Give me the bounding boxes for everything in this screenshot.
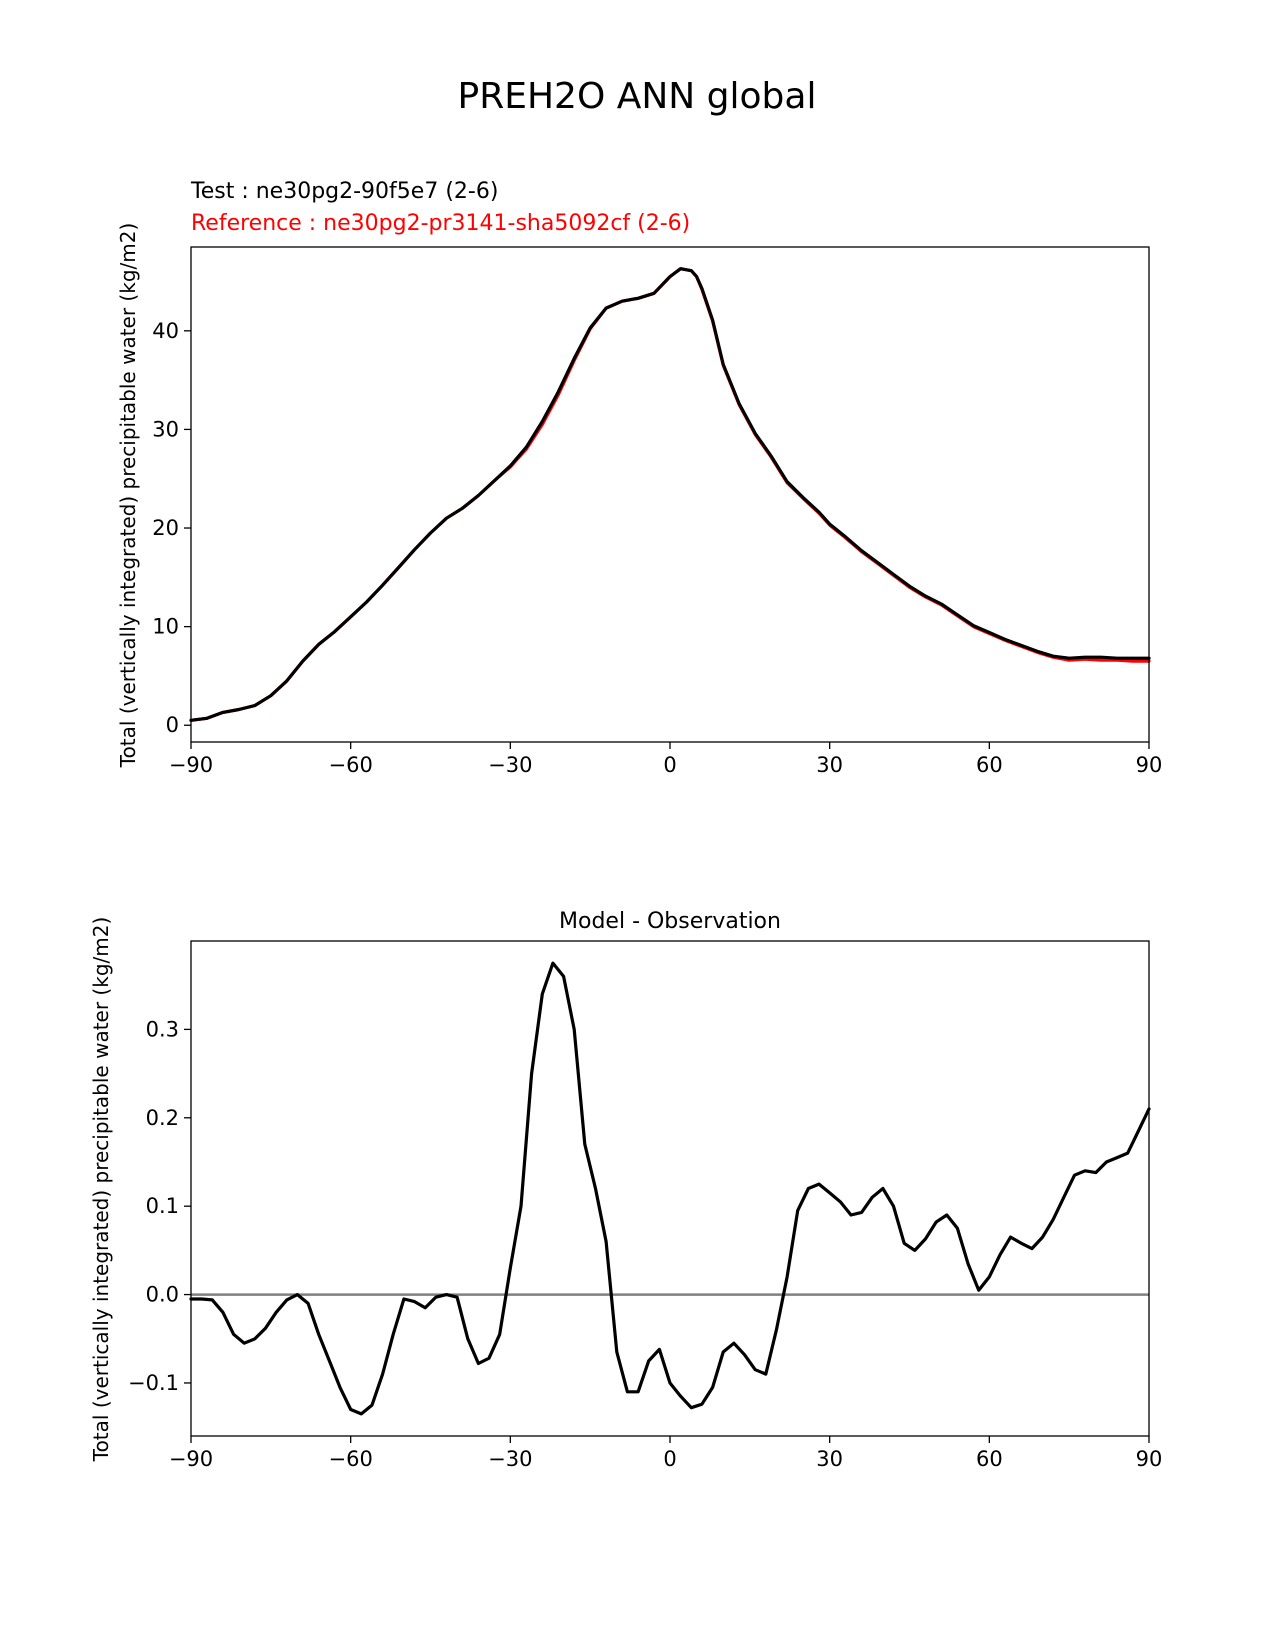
- bottom-y-axis-label: Total (vertically integrated) precipitab…: [89, 917, 113, 1463]
- top-x-tick-label: 60: [976, 753, 1003, 777]
- top-series-reference-line: [189, 267, 1151, 722]
- bottom-y-tick-label: −0.1: [128, 1371, 179, 1395]
- bottom-x-tick-label: 0: [663, 1447, 676, 1471]
- bottom-x-tick-label: −90: [169, 1447, 213, 1471]
- top-y-tick-label: 30: [152, 417, 179, 441]
- top-x-tick-label: 30: [816, 753, 843, 777]
- bottom-x-tick-label: 30: [816, 1447, 843, 1471]
- top-y-tick-label: 0: [166, 713, 179, 737]
- top-plot-frame: [190, 246, 1150, 743]
- bottom-y-tick-label: 0.0: [146, 1283, 179, 1307]
- bottom-series-group: [189, 961, 1151, 1416]
- bottom-x-tick-label: 90: [1136, 1447, 1163, 1471]
- bottom-x-tick-label: 60: [976, 1447, 1003, 1471]
- top-test-label: Test : ne30pg2-90f5e7 (2-6): [190, 179, 498, 204]
- bottom-axes: −90 −60 −30 0 30 60 90 −0.1 0.0 0.1 0.2 0.3: [128, 1017, 1162, 1471]
- top-y-tick-label: 20: [152, 516, 179, 540]
- bottom-series-model-observation-line: [189, 961, 1151, 1416]
- top-x-tick-label: −30: [488, 753, 532, 777]
- top-x-tick-label: −60: [329, 753, 373, 777]
- top-series-group: [189, 267, 1151, 722]
- top-y-tick-label: 40: [152, 319, 179, 343]
- bottom-y-tick-label: 0.1: [146, 1194, 179, 1218]
- bottom-y-tick-label: 0.3: [146, 1017, 179, 1041]
- top-panel: Test : ne30pg2-90f5e7 (2-6) Reference : …: [116, 179, 1162, 777]
- top-reference-label: Reference : ne30pg2-pr3141-sha5092cf (2-…: [191, 211, 690, 236]
- bottom-x-tick-label: −30: [488, 1447, 532, 1471]
- top-y-tick-label: 10: [152, 615, 179, 639]
- bottom-x-tick-label: −60: [329, 1447, 373, 1471]
- top-x-tick-label: 0: [663, 753, 676, 777]
- top-x-tick-label: −90: [169, 753, 213, 777]
- top-series-test-line: [189, 267, 1151, 722]
- bottom-plot-frame: [190, 940, 1150, 1437]
- bottom-panel: Model - Observation −90 −60 −30 0 30 60 90 −0.1…: [89, 909, 1162, 1471]
- bottom-title: Model - Observation: [559, 909, 781, 934]
- top-axes: −90 −60 −30 0 30 60 90 0 10 20 30 40: [152, 319, 1162, 777]
- figure-title: PREH2O ANN global: [458, 76, 817, 117]
- top-y-axis-label: Total (vertically integrated) precipitab…: [116, 223, 140, 769]
- top-x-tick-label: 90: [1136, 753, 1163, 777]
- bottom-y-tick-label: 0.2: [146, 1106, 179, 1130]
